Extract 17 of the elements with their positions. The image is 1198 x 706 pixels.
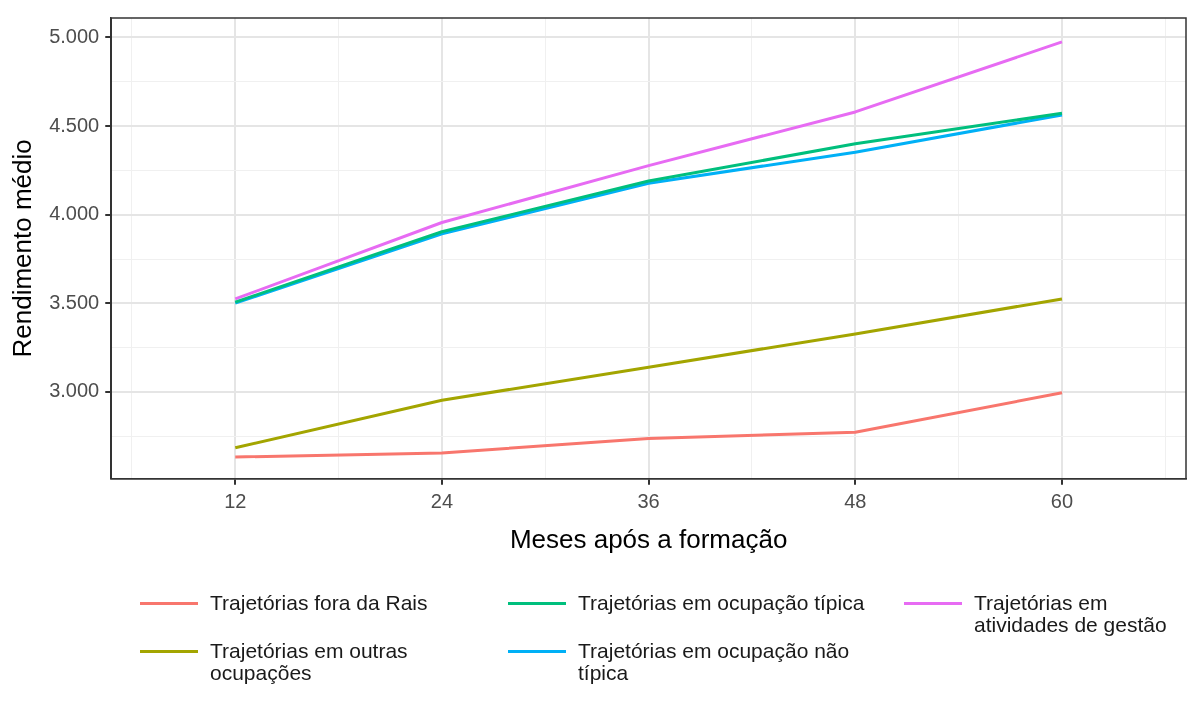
x-tick-label: 60 [1050, 490, 1074, 513]
y-tick-label: 3.500 [49, 290, 100, 313]
y-tick-label: 4.000 [49, 202, 100, 225]
legend-label: Trajetórias em ocupação típica [578, 591, 866, 614]
y-axis-title: Rendimento médio [6, 139, 37, 358]
x-axis-title: Meses após a formação [509, 523, 788, 554]
legend-label: Trajetórias em outras ocupações [210, 639, 409, 684]
x-tick-label: 12 [224, 490, 247, 513]
y-tick-label: 5.000 [49, 25, 100, 48]
x-tick-label: 48 [844, 490, 867, 513]
legend-label: Trajetórias fora da Rais [210, 591, 429, 614]
y-tick-label: 4.500 [49, 113, 100, 136]
x-tick-label: 36 [637, 490, 660, 513]
legend-label: Trajetórias em ocupação não típica [578, 639, 851, 684]
y-tick-label: 3.000 [49, 379, 100, 402]
legend-label: Trajetórias em atividades de gestão [974, 591, 1168, 636]
x-tick-label: 24 [430, 490, 454, 513]
